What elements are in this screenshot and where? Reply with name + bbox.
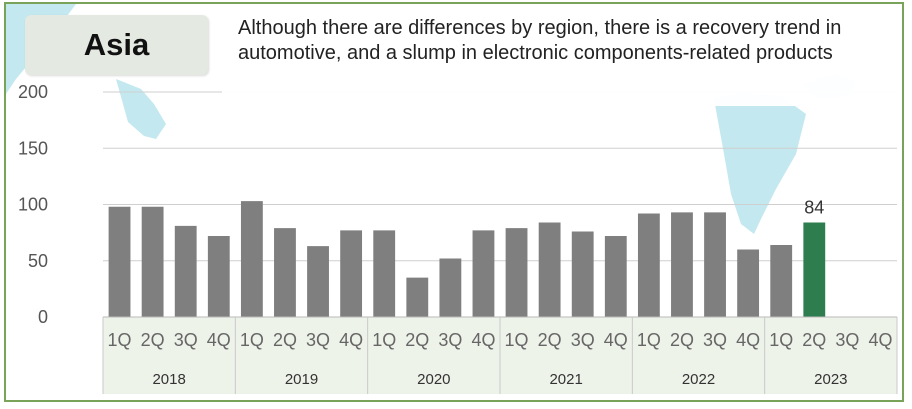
bar-2018-4Q xyxy=(207,236,230,317)
bar-2022-3Q xyxy=(704,212,726,317)
x-tick-label-quarter: 1Q xyxy=(108,330,132,350)
x-tick-label-quarter: 4Q xyxy=(604,330,628,350)
x-tick-label-quarter: 3Q xyxy=(703,330,727,350)
y-tick-label: 50 xyxy=(28,251,48,271)
bar-2019-4Q xyxy=(340,230,363,317)
y-tick-label: 0 xyxy=(38,307,48,327)
data-label: 84 xyxy=(804,198,824,218)
bar-2020-2Q xyxy=(406,277,429,317)
x-tick-label-quarter: 3Q xyxy=(438,330,462,350)
bar-2021-2Q xyxy=(538,222,561,317)
bars xyxy=(108,201,826,317)
y-tick-label: 100 xyxy=(18,195,48,215)
x-tick-label-quarter: 1Q xyxy=(637,330,661,350)
y-tick-label: 200 xyxy=(18,82,48,102)
x-axis: 1Q 2Q 3Q 4Q 2018 1Q 2Q 3Q 4Q 2019 1Q 2Q 3Q 4Q 2020 1Q 2Q… xyxy=(102,316,898,394)
x-tick-label-quarter: 1Q xyxy=(505,330,529,350)
x-tick-label-quarter: 1Q xyxy=(372,330,396,350)
bar-2018-2Q xyxy=(141,206,164,317)
x-tick-label-quarter: 4Q xyxy=(868,330,892,350)
x-tick-label-quarter: 2Q xyxy=(538,330,562,350)
x-tick-label-year: 2023 xyxy=(814,371,847,388)
x-tick-label-quarter: 1Q xyxy=(240,330,264,350)
bar-2020-4Q xyxy=(472,230,495,317)
x-tick-label-quarter: 3Q xyxy=(835,330,859,350)
bar-2021-1Q xyxy=(505,228,528,317)
bar-2019-2Q xyxy=(274,228,296,317)
y-axis: 0 50 100 150 200 xyxy=(18,82,48,327)
bar-2022-4Q xyxy=(737,249,760,317)
bar-2019-3Q xyxy=(307,246,329,317)
y-tick-label: 150 xyxy=(18,138,48,158)
x-tick-label-quarter: 2Q xyxy=(273,330,297,350)
bar-2021-3Q xyxy=(571,231,594,317)
data-labels: 84 xyxy=(804,198,824,218)
x-tick-label-quarter: 2Q xyxy=(670,330,694,350)
x-tick-label-year: 2021 xyxy=(549,371,582,388)
summary-text: Although there are differences by region… xyxy=(238,17,842,64)
region-title: Asia xyxy=(25,15,208,75)
x-tick-label-year: 2022 xyxy=(682,371,715,388)
x-tick-label-quarter: 3Q xyxy=(174,330,198,350)
x-tick-label-quarter: 3Q xyxy=(306,330,330,350)
summary-box: Although there are differences by region… xyxy=(222,10,898,106)
bar-2018-1Q xyxy=(108,206,131,317)
x-tick-label-quarter: 3Q xyxy=(571,330,595,350)
bar-2018-3Q xyxy=(174,225,197,317)
x-tick-label-quarter: 2Q xyxy=(405,330,429,350)
x-tick-label-quarter: 4Q xyxy=(207,330,231,350)
x-tick-label-quarter: 2Q xyxy=(802,330,826,350)
chart-panel: 0 50 100 150 200 84 1Q 2Q 3Q 4Q 2018 1Q 2Q 3Q 4Q 2019… xyxy=(4,2,904,402)
bar-2022-1Q xyxy=(637,213,660,317)
map-water-shape-islands xyxy=(116,79,166,139)
x-tick-label-quarter: 4Q xyxy=(471,330,495,350)
bar-2023-1Q xyxy=(770,245,793,317)
x-tick-label-year: 2018 xyxy=(152,371,185,388)
bar-chart: 0 50 100 150 200 84 1Q 2Q 3Q 4Q 2018 1Q 2Q 3Q 4Q 2019… xyxy=(6,4,898,394)
x-tick-label-quarter: 2Q xyxy=(141,330,165,350)
x-tick-label-year: 2019 xyxy=(285,371,318,388)
bar-2020-3Q xyxy=(439,258,462,317)
bar-2020-1Q xyxy=(373,230,396,317)
x-tick-label-year: 2020 xyxy=(417,371,450,388)
bar-2023-2Q xyxy=(803,222,826,317)
bar-2021-4Q xyxy=(604,236,627,317)
bar-2019-1Q xyxy=(240,201,263,317)
map-water-shape-right xyxy=(714,92,806,234)
x-tick-label-quarter: 4Q xyxy=(736,330,760,350)
x-tick-label-quarter: 4Q xyxy=(339,330,363,350)
bar-2022-2Q xyxy=(671,212,693,317)
x-tick-label-quarter: 1Q xyxy=(769,330,793,350)
